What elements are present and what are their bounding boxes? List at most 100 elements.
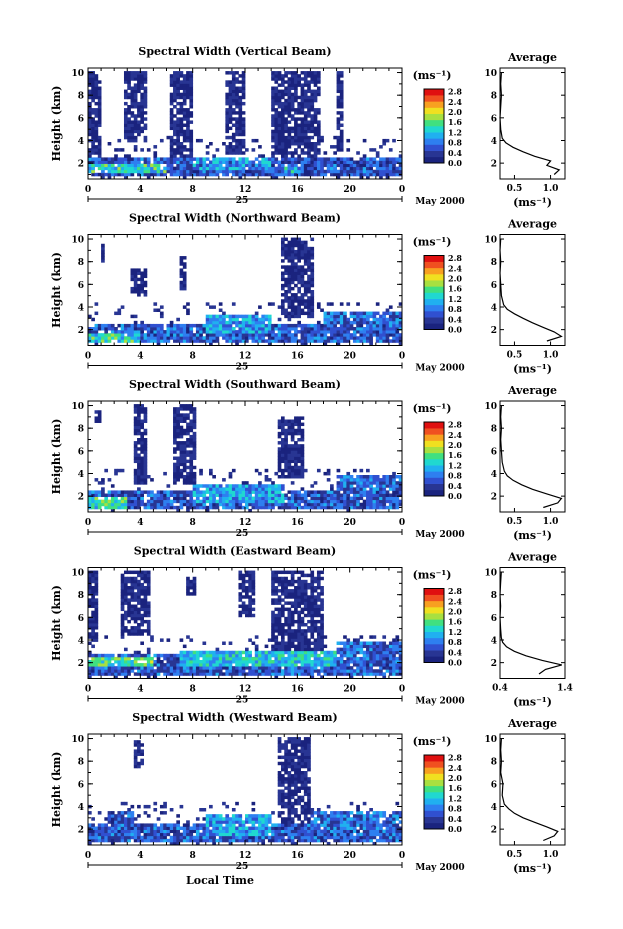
heatmap-cell (127, 154, 131, 158)
heatmap-cell (189, 71, 194, 75)
heatmap-cell (137, 478, 141, 482)
heatmap-cell (297, 240, 301, 245)
heatmap-cell (352, 502, 357, 507)
heatmap-cell (94, 336, 99, 340)
heatmap-cell (346, 172, 351, 177)
heatmap-cell (215, 663, 220, 667)
heatmap-cell (287, 471, 292, 476)
heatmap-cell (274, 175, 279, 180)
heatmap-cell (359, 496, 364, 501)
heatmap-cell (199, 663, 203, 667)
heatmap-cell (280, 311, 285, 316)
heatmap-cell (117, 333, 122, 337)
heatmap-cell (173, 142, 177, 146)
heatmap-cell (294, 431, 298, 436)
heatmap-cell (120, 330, 125, 334)
heatmap-cell (248, 589, 252, 593)
heatmap-cell (235, 339, 239, 343)
heatmap-cell (280, 607, 285, 612)
heatmap-cell (173, 666, 177, 670)
heatmap-cell (182, 407, 187, 411)
heatmap-cell (209, 499, 213, 504)
heatmap-cell (310, 129, 315, 134)
heatmap-cell (130, 271, 135, 275)
heatmap-cell (290, 576, 295, 581)
heatmap-cell (300, 77, 305, 81)
heatmap-cell (143, 604, 148, 608)
heatmap-cell (176, 126, 180, 131)
heatmap-cell (235, 342, 239, 346)
heatmap-cell (339, 135, 344, 140)
heatmap-cell (277, 619, 282, 624)
heatmap-cell (310, 95, 315, 100)
heatmap-cell (303, 330, 308, 334)
heatmap-cell (375, 166, 380, 171)
heatmap-cell (186, 422, 190, 427)
heatmap-cell (248, 598, 252, 602)
heatmap-cell (150, 166, 154, 171)
heatmap-cell (395, 169, 400, 174)
heatmap-cell (179, 419, 184, 423)
heatmap-cell (225, 502, 230, 507)
heatmap-cell (114, 675, 118, 679)
heatmap-cell (277, 598, 282, 602)
heatmap-cell (137, 114, 141, 118)
heatmap-cell (156, 669, 161, 673)
heatmap-cell (173, 71, 177, 75)
heatmap-cell (215, 672, 220, 676)
heatmap-cell (251, 172, 256, 177)
heatmap-cell (339, 302, 344, 306)
heatmap-cell (176, 468, 180, 473)
heatmap-cell (369, 320, 373, 325)
heatmap-cell (140, 441, 144, 445)
heatmap-cell (130, 277, 135, 282)
heatmap-cell (202, 669, 207, 673)
heatmap-cell (287, 157, 292, 161)
heatmap-cell (238, 105, 243, 109)
heatmap-cell (248, 496, 252, 501)
heatmap-cell (88, 589, 92, 593)
heatmap-cell (117, 502, 122, 507)
heatmap-cell (267, 163, 272, 168)
heatmap-cell (251, 314, 256, 319)
heatmap-cell (192, 339, 197, 343)
heatmap-cell (375, 490, 380, 494)
heatmap-cell (245, 327, 249, 331)
heatmap-cell (261, 493, 266, 497)
heatmap-cell (271, 95, 275, 100)
heatmap-cell (94, 505, 99, 510)
heatmap-cell (356, 475, 360, 479)
heatmap-cell (235, 499, 239, 504)
heatmap-cell (313, 333, 318, 337)
heatmap-cell (297, 246, 301, 251)
heatmap-cell (169, 138, 174, 143)
colorbar-swatch (424, 286, 444, 293)
heatmap-cell (182, 644, 187, 649)
heatmap-cell (336, 101, 341, 106)
heatmap-cell (294, 650, 298, 655)
y-tick-label: 6 (78, 114, 84, 124)
heatmap-cell (307, 336, 311, 340)
heatmap-cell (209, 484, 213, 488)
heatmap-cell (290, 425, 295, 430)
heatmap-cell (303, 499, 308, 504)
heatmap-cell (218, 166, 223, 171)
heatmap-cell (153, 499, 158, 504)
heatmap-cell (385, 505, 390, 510)
heatmap-cell (287, 635, 292, 639)
heatmap-cell (127, 629, 131, 633)
profile-y-tick-label: 6 (491, 114, 497, 124)
heatmap-cell (215, 669, 220, 673)
heatmap-cell (137, 666, 141, 670)
heatmap-cell (316, 160, 321, 164)
heatmap-cell (290, 95, 295, 100)
heatmap-cell (241, 496, 246, 501)
heatmap-cell (143, 428, 148, 433)
colorbar-tick-label: 0.0 (448, 491, 462, 501)
heatmap-cell (284, 277, 288, 282)
heatmap-cell (280, 246, 285, 251)
heatmap-cell (189, 666, 194, 670)
heatmap-cell (277, 613, 282, 618)
heatmap-cell (290, 296, 295, 300)
heatmap-cell (290, 80, 295, 84)
